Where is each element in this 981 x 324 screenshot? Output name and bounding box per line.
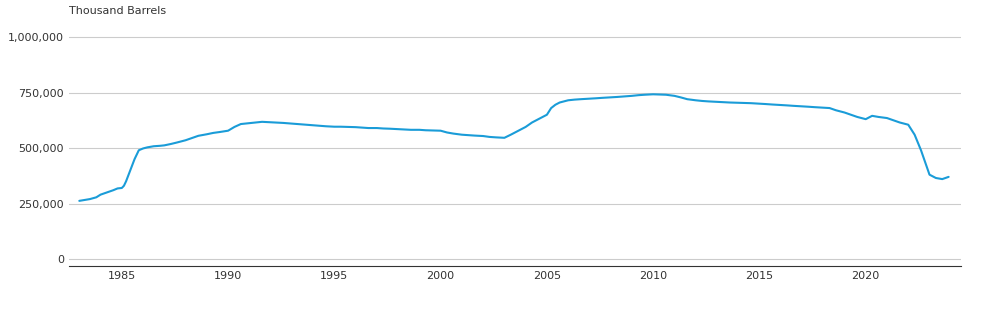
Text: Thousand Barrels: Thousand Barrels [69, 6, 166, 16]
